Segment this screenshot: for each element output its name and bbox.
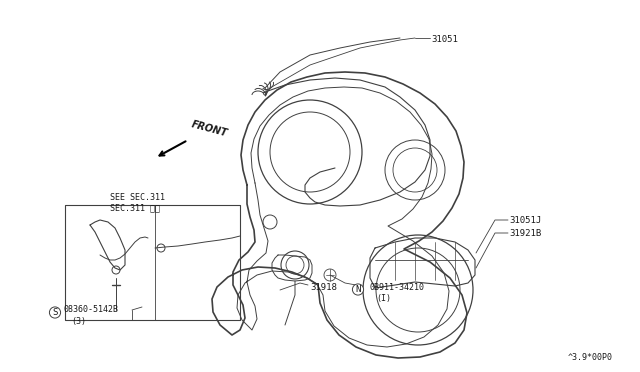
Text: 31918: 31918: [310, 283, 337, 292]
Text: (3): (3): [71, 317, 86, 326]
Text: FRONT: FRONT: [190, 120, 228, 139]
Text: S: S: [52, 308, 58, 317]
Text: (I): (I): [376, 294, 391, 303]
Text: 31051: 31051: [431, 35, 458, 44]
Text: 31051J: 31051J: [509, 216, 541, 225]
Text: ^3.9*00P0: ^3.9*00P0: [568, 353, 613, 362]
Text: 31921B: 31921B: [509, 229, 541, 238]
Text: 0B911-34210: 0B911-34210: [370, 283, 425, 292]
Bar: [65, 205, 240, 320]
Text: N: N: [355, 285, 361, 294]
Text: SEC.311 参照: SEC.311 参照: [110, 203, 160, 212]
Text: 08360-5142B: 08360-5142B: [64, 305, 119, 314]
Text: SEE SEC.311: SEE SEC.311: [110, 193, 165, 202]
